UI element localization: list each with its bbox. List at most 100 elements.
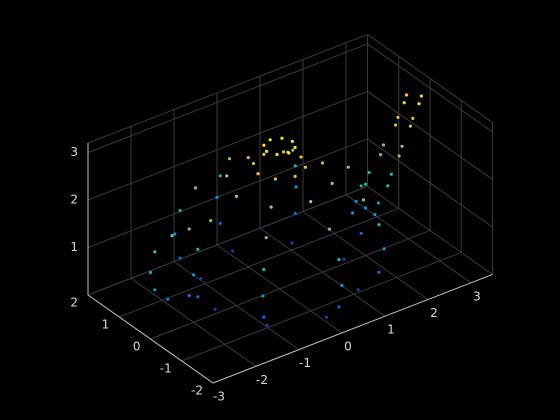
point (417, 102, 421, 106)
point (327, 227, 332, 231)
grid-line (181, 251, 462, 362)
point (148, 270, 153, 275)
point (377, 270, 381, 274)
x-tick-label: -1 (299, 356, 311, 370)
x-tick-label: -3 (213, 390, 225, 404)
point (381, 143, 386, 147)
box-edge (87, 33, 368, 144)
point (287, 151, 291, 155)
point (351, 211, 355, 215)
x-tick-label: 1 (387, 323, 395, 337)
point (346, 165, 350, 169)
z-tick-label: 1 (70, 240, 78, 254)
point (389, 172, 393, 176)
grid-line (119, 207, 399, 318)
point (262, 143, 266, 147)
point (396, 115, 400, 119)
x-tick-label: -2 (256, 373, 268, 387)
point (320, 161, 325, 165)
grid-line (87, 138, 368, 248)
point (394, 123, 398, 127)
point (273, 177, 277, 181)
point (251, 161, 256, 166)
point (282, 150, 286, 154)
grid-line (367, 43, 493, 133)
point (376, 201, 380, 205)
z-tick-label: 3 (70, 145, 78, 159)
point (359, 231, 363, 236)
y-axis (87, 294, 214, 384)
point (265, 149, 269, 154)
point (196, 295, 200, 299)
point (262, 152, 266, 156)
point (367, 171, 371, 175)
point (337, 257, 341, 262)
point (290, 139, 294, 143)
point (231, 249, 235, 253)
grid-line (367, 138, 493, 228)
point (309, 200, 313, 204)
point (187, 227, 191, 231)
point (361, 198, 366, 202)
point (261, 294, 265, 298)
y-tick-label: -1 (160, 362, 172, 376)
point (397, 154, 401, 158)
point (294, 185, 298, 189)
point (291, 148, 295, 152)
point (404, 93, 409, 97)
y-tick-label: -2 (191, 384, 203, 398)
point (382, 247, 386, 251)
x-tick-label: 0 (344, 339, 352, 353)
x-tick-label: 2 (430, 306, 438, 320)
point (218, 174, 222, 178)
point (265, 323, 269, 327)
point (268, 138, 272, 142)
point (234, 194, 239, 198)
point (378, 153, 383, 157)
point (262, 315, 266, 319)
point (153, 250, 157, 254)
box-edge (367, 186, 493, 275)
point (354, 199, 358, 203)
point (246, 156, 250, 160)
point (269, 205, 273, 209)
point (408, 124, 413, 128)
point (262, 267, 266, 272)
point (264, 236, 268, 240)
point (293, 174, 297, 178)
grid-line (87, 43, 368, 153)
point (213, 307, 217, 311)
point (356, 288, 360, 292)
point (191, 273, 196, 277)
z-tick-label: 2 (70, 193, 78, 207)
point (342, 257, 346, 261)
point (209, 219, 213, 223)
point (256, 172, 260, 176)
point (359, 184, 363, 188)
point (324, 315, 328, 319)
x-axis (212, 273, 493, 384)
box-edge (87, 185, 368, 296)
x-tick-label: 3 (473, 289, 481, 303)
point (293, 145, 297, 150)
point (373, 213, 377, 217)
point (193, 186, 198, 190)
point (218, 221, 222, 225)
point (363, 182, 368, 186)
point (330, 181, 334, 186)
point (400, 144, 404, 148)
point (303, 165, 308, 169)
point (290, 241, 294, 245)
point (402, 101, 406, 105)
point (337, 305, 341, 309)
point (166, 297, 170, 301)
point (178, 208, 182, 213)
y-tick-label: 2 (70, 296, 78, 310)
point (280, 136, 284, 140)
point (199, 276, 203, 281)
point (153, 288, 157, 292)
point (225, 174, 229, 178)
point (178, 256, 182, 260)
point (275, 152, 279, 157)
